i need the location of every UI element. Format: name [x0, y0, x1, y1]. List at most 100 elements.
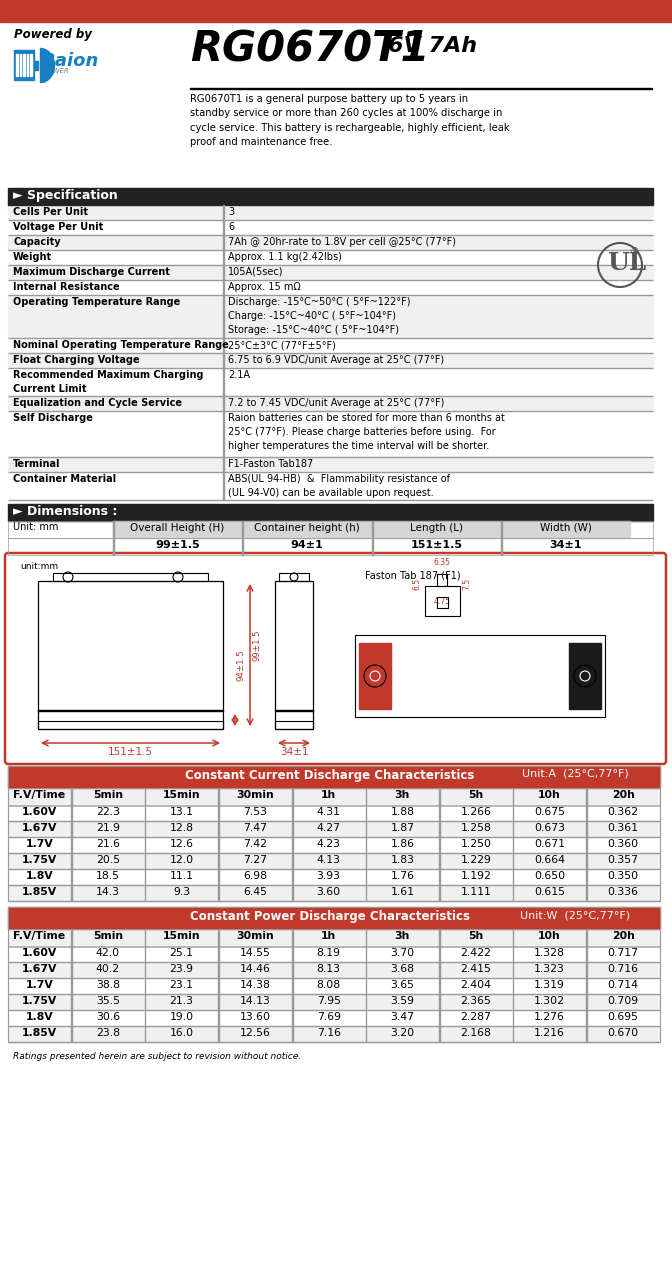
Bar [8, 1010, 660, 1027]
Text: 7.16: 7.16 [317, 1028, 341, 1038]
Bar [8, 236, 653, 250]
Text: 1.67V: 1.67V [22, 823, 57, 833]
Bar [144, 820, 145, 837]
Text: 14.13: 14.13 [240, 996, 271, 1006]
Bar [8, 788, 660, 805]
Bar [38, 721, 223, 730]
Bar [569, 643, 601, 709]
Bar [144, 788, 145, 805]
Text: 0.362: 0.362 [607, 806, 638, 817]
Bar [218, 788, 219, 805]
Bar [8, 265, 653, 280]
Text: 0.714: 0.714 [607, 980, 638, 989]
Text: 151±1.5: 151±1.5 [411, 540, 462, 550]
Text: 5h: 5h [468, 790, 484, 800]
Text: 12.56: 12.56 [240, 1028, 271, 1038]
Bar [218, 805, 219, 820]
Text: 4.27: 4.27 [317, 823, 341, 833]
Text: 0.675: 0.675 [534, 806, 565, 817]
Bar [501, 538, 630, 556]
Text: 2.365: 2.365 [460, 996, 491, 1006]
Text: 3.47: 3.47 [390, 1012, 415, 1021]
Text: 5min: 5min [93, 931, 123, 941]
Bar [8, 946, 660, 963]
Text: 7.27: 7.27 [243, 855, 267, 865]
Bar [8, 411, 653, 457]
Text: 1.328: 1.328 [534, 948, 565, 957]
Bar [144, 963, 145, 978]
Bar [223, 220, 224, 236]
Text: 22.3: 22.3 [96, 806, 120, 817]
Text: 1.61: 1.61 [390, 887, 415, 897]
Bar [8, 353, 653, 369]
Text: F1-Faston Tab187: F1-Faston Tab187 [228, 460, 313, 468]
Text: 1.8V: 1.8V [26, 1012, 53, 1021]
Text: 1.266: 1.266 [460, 806, 491, 817]
Text: 2.168: 2.168 [460, 1028, 491, 1038]
Bar [439, 869, 440, 884]
Text: 5min: 5min [93, 790, 123, 800]
Text: 1.86: 1.86 [390, 838, 415, 849]
Text: 30min: 30min [236, 790, 274, 800]
Bar [144, 1027, 145, 1042]
Text: 8.19: 8.19 [317, 948, 341, 957]
Text: 21.6: 21.6 [96, 838, 120, 849]
Bar [8, 963, 660, 978]
Bar [144, 852, 145, 869]
Text: Constant Power Discharge Characteristics: Constant Power Discharge Characteristics [190, 910, 470, 923]
Bar [425, 586, 460, 616]
Bar [113, 521, 114, 538]
Bar [223, 250, 224, 265]
Text: Operating Temperature Range: Operating Temperature Range [13, 297, 180, 307]
Text: Raion batteries can be stored for more than 6 months at
25°C (77°F). Please char: Raion batteries can be stored for more t… [228, 413, 505, 451]
Bar [223, 457, 224, 472]
Text: 13.1: 13.1 [169, 806, 194, 817]
Text: 6.98: 6.98 [243, 870, 267, 881]
Bar [144, 869, 145, 884]
Bar [242, 521, 243, 538]
Bar [71, 837, 72, 852]
Bar [439, 788, 440, 805]
Text: 1h: 1h [321, 931, 336, 941]
Text: 12.8: 12.8 [169, 823, 194, 833]
Bar [242, 538, 371, 556]
Text: 14.38: 14.38 [240, 980, 271, 989]
Bar [71, 884, 72, 901]
Text: 94±1: 94±1 [290, 540, 323, 550]
Text: 2.404: 2.404 [460, 980, 491, 989]
Text: 0.673: 0.673 [534, 823, 565, 833]
Text: 23.1: 23.1 [169, 980, 194, 989]
Text: 1.7V: 1.7V [26, 838, 53, 849]
Bar [439, 963, 440, 978]
Text: 2.287: 2.287 [460, 1012, 491, 1021]
Bar [8, 521, 653, 538]
Text: 1.60V: 1.60V [22, 948, 57, 957]
Text: Constant Current Discharge Characteristics: Constant Current Discharge Characteristi… [185, 769, 474, 782]
Bar [14, 50, 34, 79]
Text: 1.60V: 1.60V [22, 806, 57, 817]
Text: 99±1.5: 99±1.5 [155, 540, 200, 550]
Bar [218, 852, 219, 869]
Text: 1.216: 1.216 [534, 1028, 565, 1038]
Bar [437, 573, 447, 586]
Bar [439, 1010, 440, 1027]
Text: RG0670T1: RG0670T1 [190, 28, 429, 70]
Text: Raion: Raion [42, 52, 99, 70]
Bar [439, 852, 440, 869]
Text: Internal Resistance: Internal Resistance [13, 282, 120, 292]
Bar [218, 946, 219, 963]
Bar [372, 521, 373, 538]
Bar [501, 521, 630, 538]
Bar [71, 852, 72, 869]
Bar [439, 805, 440, 820]
Text: 0.336: 0.336 [607, 887, 638, 897]
Bar [144, 1010, 145, 1027]
Bar [8, 908, 660, 1042]
Text: UL: UL [607, 251, 646, 275]
Bar [144, 995, 145, 1010]
Text: 40.2: 40.2 [95, 964, 120, 974]
Bar [223, 294, 224, 338]
Bar [8, 805, 660, 820]
Bar [71, 805, 72, 820]
Bar [372, 538, 501, 556]
